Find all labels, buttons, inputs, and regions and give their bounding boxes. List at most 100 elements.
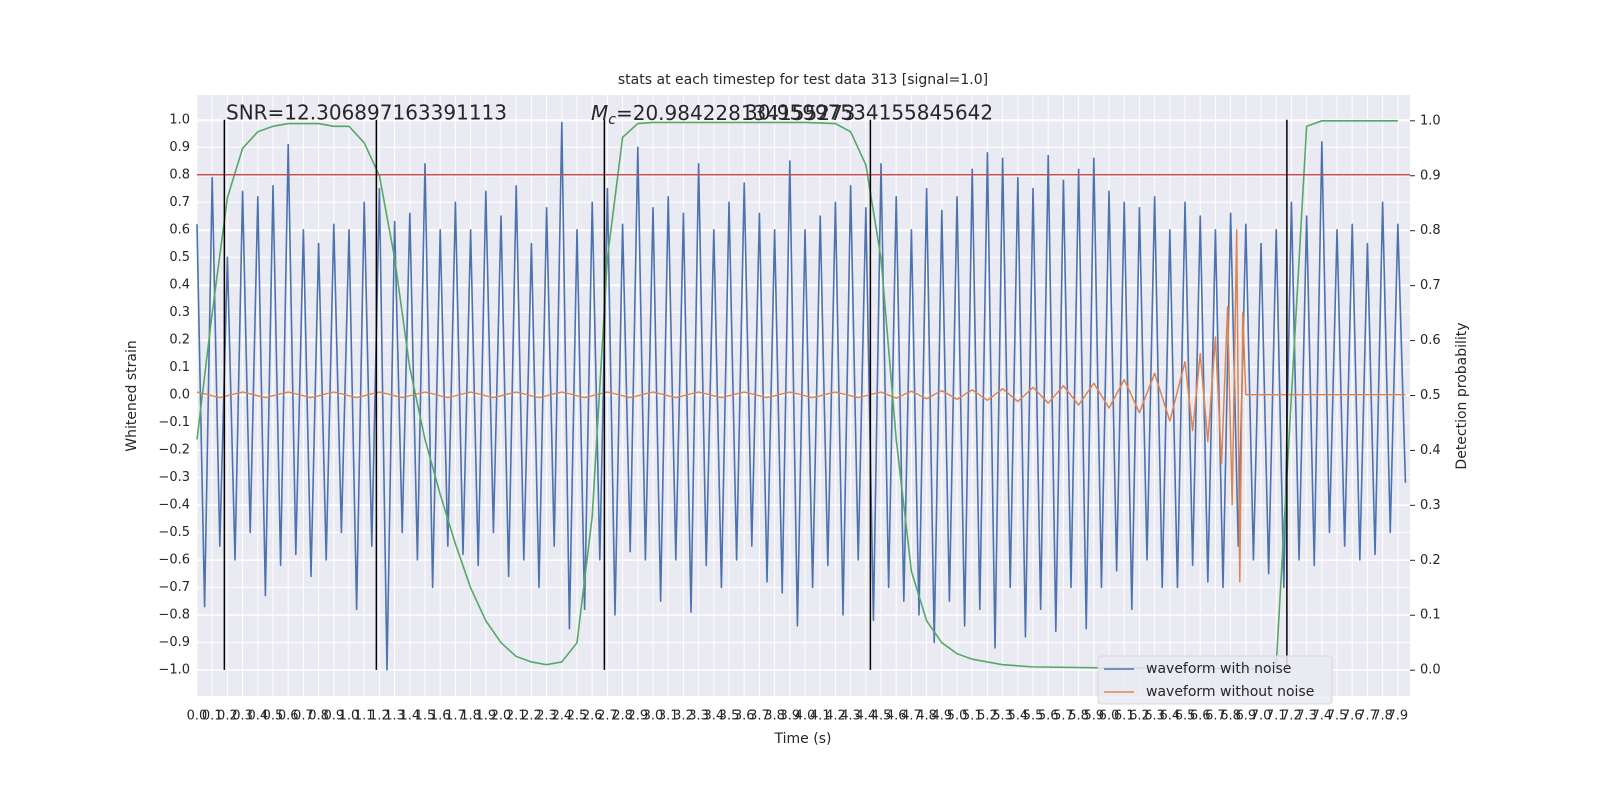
x-tick-label: 5.7	[1053, 709, 1074, 724]
x-tick-label: 6.2	[1129, 709, 1150, 724]
x-tick-label: 2.5	[567, 709, 588, 724]
x-tick-label: 7.2	[1281, 709, 1302, 724]
y-tick-label: −0.8	[158, 607, 190, 622]
x-tick-label: 3.0	[643, 709, 664, 724]
x-tick-label: 3.5	[719, 709, 740, 724]
y-tick-label: −0.1	[158, 415, 190, 430]
mc-value: =20.984228134155273	[616, 101, 855, 125]
x-tick-label: 5.9	[1083, 709, 1104, 724]
x-tick-label: 4.8	[916, 709, 937, 724]
y2-tick-label: 0.3	[1420, 498, 1441, 513]
x-tick-label: 7.5	[1327, 709, 1348, 724]
x-tick-label: 3.4	[703, 709, 724, 724]
x-tick-label: 1.2	[369, 709, 390, 724]
x-tick-label: 5.6	[1038, 709, 1059, 724]
x-tick-label: 4.1	[810, 709, 831, 724]
x-tick-label: 0.9	[323, 709, 344, 724]
mc-symbol: M	[591, 101, 608, 125]
x-tick-label: 3.7	[749, 709, 770, 724]
x-tick-label: 5.4	[1007, 709, 1028, 724]
x-tick-label: 3.6	[734, 709, 755, 724]
x-tick-label: 5.0	[947, 709, 968, 724]
x-tick-label: 1.7	[445, 709, 466, 724]
x-tick-label: 4.5	[871, 709, 892, 724]
x-tick-label: 6.8	[1220, 709, 1241, 724]
x-tick-label: 4.7	[901, 709, 922, 724]
x-tick-label: 0.1	[202, 709, 223, 724]
y-tick-label: 0.6	[169, 222, 190, 237]
y2-tick-label: 0.6	[1420, 333, 1441, 348]
chart-title: stats at each timestep for test data 313…	[618, 72, 988, 88]
y2-tick-label: 0.2	[1420, 553, 1441, 568]
x-tick-label: 3.9	[779, 709, 800, 724]
x-tick-label: 2.3	[536, 709, 557, 724]
x-tick-label: 0.2	[217, 709, 238, 724]
mc-subscript: c	[608, 112, 616, 128]
y-tick-label: −0.6	[158, 552, 190, 567]
x-tick-label: 1.9	[475, 709, 496, 724]
y-tick-label: −0.4	[158, 497, 190, 512]
y2-tick-label: 0.4	[1420, 443, 1441, 458]
y-tick-label: −0.3	[158, 470, 190, 485]
x-tick-label: 6.3	[1144, 709, 1165, 724]
y-tick-label: 0.8	[169, 167, 190, 182]
x-tick-label: 3.8	[764, 709, 785, 724]
x-tick-label: 7.4	[1311, 709, 1332, 724]
x-tick-label: 4.4	[855, 709, 876, 724]
y2-tick-label: 0.5	[1420, 388, 1441, 403]
x-tick-label: 6.0	[1099, 709, 1120, 724]
x-tick-label: 7.1	[1266, 709, 1287, 724]
x-tick-label: 0.7	[293, 709, 314, 724]
x-tick-label: 2.8	[612, 709, 633, 724]
y-tick-label: 0.4	[169, 277, 190, 292]
y-tick-label: −0.5	[158, 525, 190, 540]
x-tick-label: 2.1	[506, 709, 527, 724]
x-tick-label: 6.1	[1114, 709, 1135, 724]
y-tick-label: 0.9	[169, 140, 190, 155]
series-line	[196, 229, 1406, 583]
x-tick-label: 1.4	[399, 709, 420, 724]
x-tick-label: 5.2	[977, 709, 998, 724]
x-tick-label: 2.6	[582, 709, 603, 724]
x-tick-label: 7.9	[1387, 709, 1408, 724]
x-tick-label: 7.0	[1251, 709, 1272, 724]
x-tick-label: 4.0	[795, 709, 816, 724]
x-tick-label: 5.3	[992, 709, 1013, 724]
x-tick-label: 3.2	[673, 709, 694, 724]
x-tick-label: 7.3	[1296, 709, 1317, 724]
y-tick-label: 0.1	[169, 360, 190, 375]
y2-tick-label: 0.0	[1420, 663, 1441, 678]
mc-annotation: Mc=20.984228134155273	[591, 101, 855, 129]
x-tick-label: 1.0	[339, 709, 360, 724]
snr-annotation: SNR=12.306897163391113	[226, 101, 507, 125]
x-tick-label: 0.4	[247, 709, 268, 724]
x-tick-label: 4.2	[825, 709, 846, 724]
y-tick-label: 0.7	[169, 195, 190, 210]
y2-tick-label: 0.8	[1420, 223, 1441, 238]
x-tick-label: 5.5	[1023, 709, 1044, 724]
x-tick-label: 2.4	[551, 709, 572, 724]
x-tick-label: 0.0	[187, 709, 208, 724]
y-axis-label: Whitened strain	[124, 340, 140, 451]
x-tick-label: 6.4	[1159, 709, 1180, 724]
x-tick-label: 3.3	[688, 709, 709, 724]
y-tick-label: 0.2	[169, 332, 190, 347]
x-tick-label: 5.8	[1068, 709, 1089, 724]
y2-tick-label: 0.7	[1420, 278, 1441, 293]
y-tick-label: −1.0	[158, 662, 190, 677]
x-tick-label: 0.3	[232, 709, 253, 724]
x-tick-label: 1.8	[460, 709, 481, 724]
x-tick-label: 5.1	[962, 709, 983, 724]
x-tick-label: 2.7	[597, 709, 618, 724]
x-axis-label: Time (s)	[774, 731, 832, 747]
x-tick-label: 6.9	[1235, 709, 1256, 724]
y2-tick-label: 0.9	[1420, 168, 1441, 183]
y-tick-label: −0.9	[158, 635, 190, 650]
x-tick-label: 0.8	[308, 709, 329, 724]
legend-box	[1097, 655, 1333, 705]
probability-line	[196, 120, 1398, 670]
y-tick-label: −0.2	[158, 442, 190, 457]
x-tick-label: 1.6	[430, 709, 451, 724]
x-tick-label: 0.5	[263, 709, 284, 724]
